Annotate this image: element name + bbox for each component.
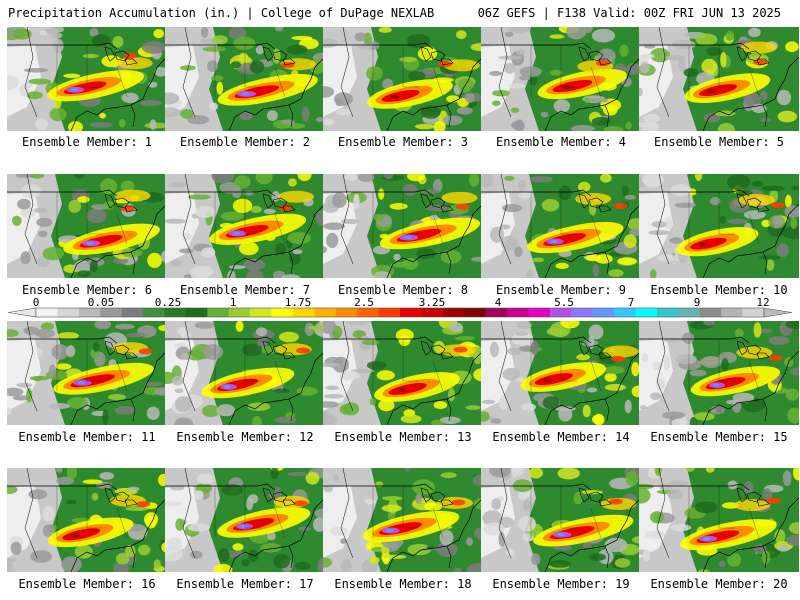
colorbar-tick-label: 0.25: [154, 296, 182, 309]
ensemble-member-label: Ensemble Member: 15: [650, 430, 788, 444]
colorbar-swatch: [400, 308, 422, 317]
colorbar-swatch: [143, 308, 165, 317]
colorbar-swatch: [678, 308, 701, 317]
ensemble-member-label: Ensemble Member: 5: [653, 135, 785, 149]
colorbar-tick-label: 0.05: [87, 296, 115, 309]
precipitation-colorbar: [7, 307, 793, 318]
ensemble-map-17: [165, 468, 325, 572]
ensemble-map-12: [165, 321, 325, 425]
colorbar-swatch: [250, 308, 272, 317]
ensemble-member-label: Ensemble Member: 13: [334, 430, 472, 444]
colorbar-swatch: [271, 308, 294, 317]
ensemble-member-label: Ensemble Member: 18: [334, 577, 472, 591]
colorbar-swatch: [742, 308, 765, 317]
colorbar-swatch: [699, 308, 722, 317]
ensemble-map-3: [323, 27, 483, 131]
colorbar-swatch: [100, 308, 122, 317]
ensemble-member-label: Ensemble Member: 7: [179, 283, 311, 297]
colorbar-swatch: [442, 308, 465, 317]
ensemble-member-label: Ensemble Member: 3: [337, 135, 469, 149]
ensemble-map-20: [639, 468, 799, 572]
ensemble-member-label: Ensemble Member: 9: [495, 283, 627, 297]
ensemble-map-19: [481, 468, 641, 572]
colorbar-tick-label: 5.5: [554, 296, 574, 309]
colorbar-swatch: [335, 308, 358, 317]
colorbar-tick-label: 12: [756, 296, 770, 309]
colorbar-tick-label: 2.5: [354, 296, 374, 309]
colorbar-tick-label: 1: [229, 296, 237, 309]
colorbar-swatch: [164, 308, 187, 317]
colorbar-tick-label: 4: [494, 296, 502, 309]
colorbar-swatch: [292, 308, 315, 317]
colorbar-swatch: [357, 308, 379, 317]
colorbar-swatch: [36, 308, 58, 317]
colorbar-tick-label: 9: [693, 296, 701, 309]
ensemble-map-11: [7, 321, 167, 425]
ensemble-member-label: Ensemble Member: 4: [495, 135, 627, 149]
colorbar-swatch: [185, 308, 208, 317]
colorbar-swatch: [121, 308, 144, 317]
colorbar-swatch: [721, 308, 743, 317]
ensemble-map-15: [639, 321, 799, 425]
colorbar-swatch: [228, 308, 251, 317]
ensemble-map-7: [165, 174, 325, 278]
colorbar-swatch: [378, 308, 401, 317]
ensemble-map-10: [639, 174, 799, 278]
colorbar-tick-label: 7: [627, 296, 635, 309]
ensemble-member-label: Ensemble Member: 1: [21, 135, 153, 149]
colorbar-swatch: [571, 308, 593, 317]
colorbar-swatch: [464, 308, 486, 317]
ensemble-map-18: [323, 468, 483, 572]
colorbar-swatch: [78, 308, 101, 317]
colorbar-swatch: [485, 308, 508, 317]
ensemble-map-9: [481, 174, 641, 278]
ensemble-member-label: Ensemble Member: 6: [21, 283, 153, 297]
ensemble-member-label: Ensemble Member: 16: [18, 577, 156, 591]
ensemble-member-label: Ensemble Member: 14: [492, 430, 630, 444]
ensemble-map-13: [323, 321, 483, 425]
colorbar-swatch: [528, 308, 551, 317]
colorbar-swatch: [592, 308, 615, 317]
colorbar-tick-label: 3.25: [418, 296, 446, 309]
ensemble-member-label: Ensemble Member: 17: [176, 577, 314, 591]
colorbar-swatch: [57, 308, 80, 317]
ensemble-map-1: [7, 27, 167, 131]
ensemble-member-label: Ensemble Member: 10: [650, 283, 788, 297]
ensemble-map-16: [7, 468, 167, 572]
ensemble-member-label: Ensemble Member: 8: [337, 283, 469, 297]
ensemble-member-label: Ensemble Member: 19: [492, 577, 630, 591]
ensemble-map-6: [7, 174, 167, 278]
ensemble-map-14: [481, 321, 641, 425]
colorbar-swatch: [614, 308, 636, 317]
colorbar-swatch: [549, 308, 572, 317]
colorbar-swatch: [207, 308, 229, 317]
colorbar-swatch: [314, 308, 337, 317]
colorbar-swatch: [421, 308, 444, 317]
ensemble-member-label: Ensemble Member: 20: [650, 577, 788, 591]
ensemble-member-label: Ensemble Member: 2: [179, 135, 311, 149]
colorbar-swatch: [656, 308, 679, 317]
ensemble-map-8: [323, 174, 483, 278]
ensemble-member-label: Ensemble Member: 11: [18, 430, 156, 444]
colorbar-swatch: [507, 308, 529, 317]
ensemble-map-2: [165, 27, 325, 131]
ensemble-map-5: [639, 27, 799, 131]
colorbar-tick-label: 1.75: [284, 296, 312, 309]
run-valid-time: 06Z GEFS | F138 Valid: 00Z FRI JUN 13 20…: [477, 6, 781, 20]
ensemble-map-4: [481, 27, 641, 131]
colorbar-swatch: [635, 308, 658, 317]
ensemble-member-label: Ensemble Member: 12: [176, 430, 314, 444]
product-title: Precipitation Accumulation (in.) | Colle…: [8, 6, 435, 20]
colorbar-tick-label: 0: [32, 296, 40, 309]
